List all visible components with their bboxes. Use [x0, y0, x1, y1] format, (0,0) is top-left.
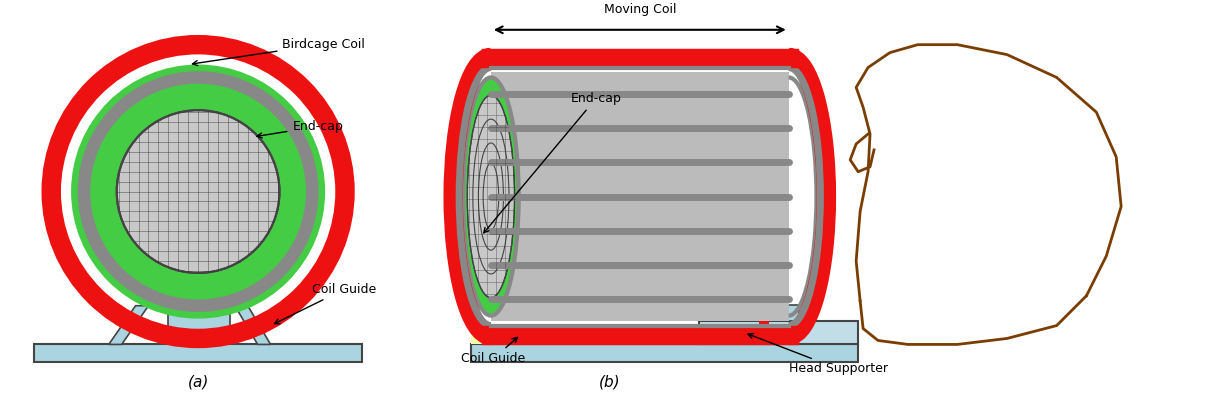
Bar: [759, 295, 769, 344]
Bar: [34, 344, 362, 362]
Text: (b): (b): [599, 375, 621, 390]
Text: Head Supporter: Head Supporter: [748, 334, 887, 375]
Polygon shape: [109, 306, 149, 344]
Bar: [470, 334, 759, 344]
Text: Coil Guide: Coil Guide: [275, 283, 376, 324]
Ellipse shape: [478, 143, 503, 250]
Ellipse shape: [463, 78, 518, 316]
Text: Birdcage Coil: Birdcage Coil: [193, 38, 365, 66]
Bar: [491, 72, 788, 320]
Text: Moving Coil: Moving Coil: [604, 3, 676, 16]
Polygon shape: [235, 306, 270, 344]
Wedge shape: [170, 248, 226, 276]
Text: (a): (a): [187, 375, 209, 390]
Bar: [169, 297, 230, 344]
Bar: [470, 344, 858, 362]
Text: End-cap: End-cap: [257, 120, 343, 138]
Text: Coil Guide: Coil Guide: [461, 337, 525, 365]
Bar: [720, 305, 799, 320]
Text: End-cap: End-cap: [484, 92, 621, 233]
Ellipse shape: [467, 95, 514, 298]
Ellipse shape: [473, 119, 510, 274]
Bar: [699, 320, 858, 344]
Ellipse shape: [483, 163, 499, 230]
Ellipse shape: [71, 64, 325, 319]
Ellipse shape: [117, 110, 280, 273]
